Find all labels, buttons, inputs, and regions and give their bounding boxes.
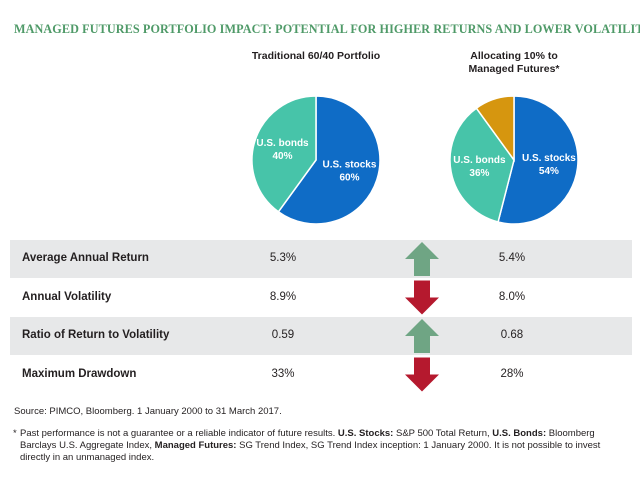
row-label: Average Annual Return bbox=[22, 252, 149, 264]
arrow-down bbox=[405, 357, 439, 392]
footnote-text: Bloomberg Barclays U.S. Aggregate Index, bbox=[20, 428, 595, 451]
arrow-up bbox=[405, 242, 439, 276]
footnote: * Past performance is not a guarantee or … bbox=[13, 428, 616, 464]
row-label: Ratio of Return to Volatility bbox=[22, 329, 170, 341]
table-row: Annual Volatility 8.9% 8.0% bbox=[10, 279, 632, 317]
footnote-text: SG Trend Index, SG Trend Index inception… bbox=[20, 440, 601, 463]
slice-value: 40% bbox=[273, 151, 293, 162]
table-row: Ratio of Return to Volatility 0.59 0.68 bbox=[10, 317, 632, 355]
slice-label: U.S. bonds bbox=[453, 155, 506, 166]
slice-value: 36% bbox=[469, 168, 489, 179]
slice-value: 54% bbox=[539, 166, 559, 177]
pie-slice bbox=[449, 107, 515, 223]
title: MANAGED FUTURES PORTFOLIO IMPACT: POTENT… bbox=[14, 22, 640, 36]
cell: 5.4% bbox=[498, 252, 526, 264]
cell: 8.9% bbox=[269, 290, 297, 303]
arrow-down bbox=[405, 280, 439, 315]
slice-label: U.S. stocks bbox=[323, 160, 377, 171]
pie-slice bbox=[277, 95, 381, 225]
pie-title: Allocating 10% to Managed Futures* bbox=[468, 50, 560, 75]
footnote-text: S&P 500 Total Return, bbox=[393, 428, 493, 439]
table-row: Maximum Drawdown 33% 28% bbox=[10, 356, 632, 394]
pie-title: Traditional 60/40 Portfolio bbox=[251, 50, 381, 62]
row-label: Maximum Drawdown bbox=[22, 367, 137, 380]
slice-value: 60% bbox=[339, 173, 359, 184]
table-row: Average Annual Return 5.3% 5.4% bbox=[10, 240, 632, 278]
footnote-marker: * bbox=[13, 428, 17, 439]
cell: 28% bbox=[500, 367, 524, 380]
footnote-text: Past performance is not a guarantee or a… bbox=[20, 428, 338, 439]
cell: 5.3% bbox=[269, 252, 297, 264]
slice-label: U.S. bonds bbox=[256, 138, 309, 149]
pie-slice bbox=[251, 95, 317, 213]
source: Source: PIMCO, Bloomberg. 1 January 2000… bbox=[14, 406, 282, 417]
slice-label: U.S. stocks bbox=[522, 153, 576, 164]
footnote-text: Managed Futures: bbox=[154, 440, 237, 451]
cell: 33% bbox=[271, 367, 295, 380]
row-label: Annual Volatility bbox=[22, 290, 112, 303]
cell: 0.68 bbox=[500, 329, 524, 341]
cell: 0.59 bbox=[271, 329, 295, 341]
arrow-up bbox=[405, 319, 439, 353]
cell: 8.0% bbox=[498, 290, 526, 303]
pie-slice bbox=[475, 95, 515, 163]
footnote-text: U.S. Bonds: bbox=[492, 428, 547, 439]
footnote-text: U.S. Stocks: bbox=[337, 428, 394, 439]
pie-slice bbox=[497, 95, 579, 225]
